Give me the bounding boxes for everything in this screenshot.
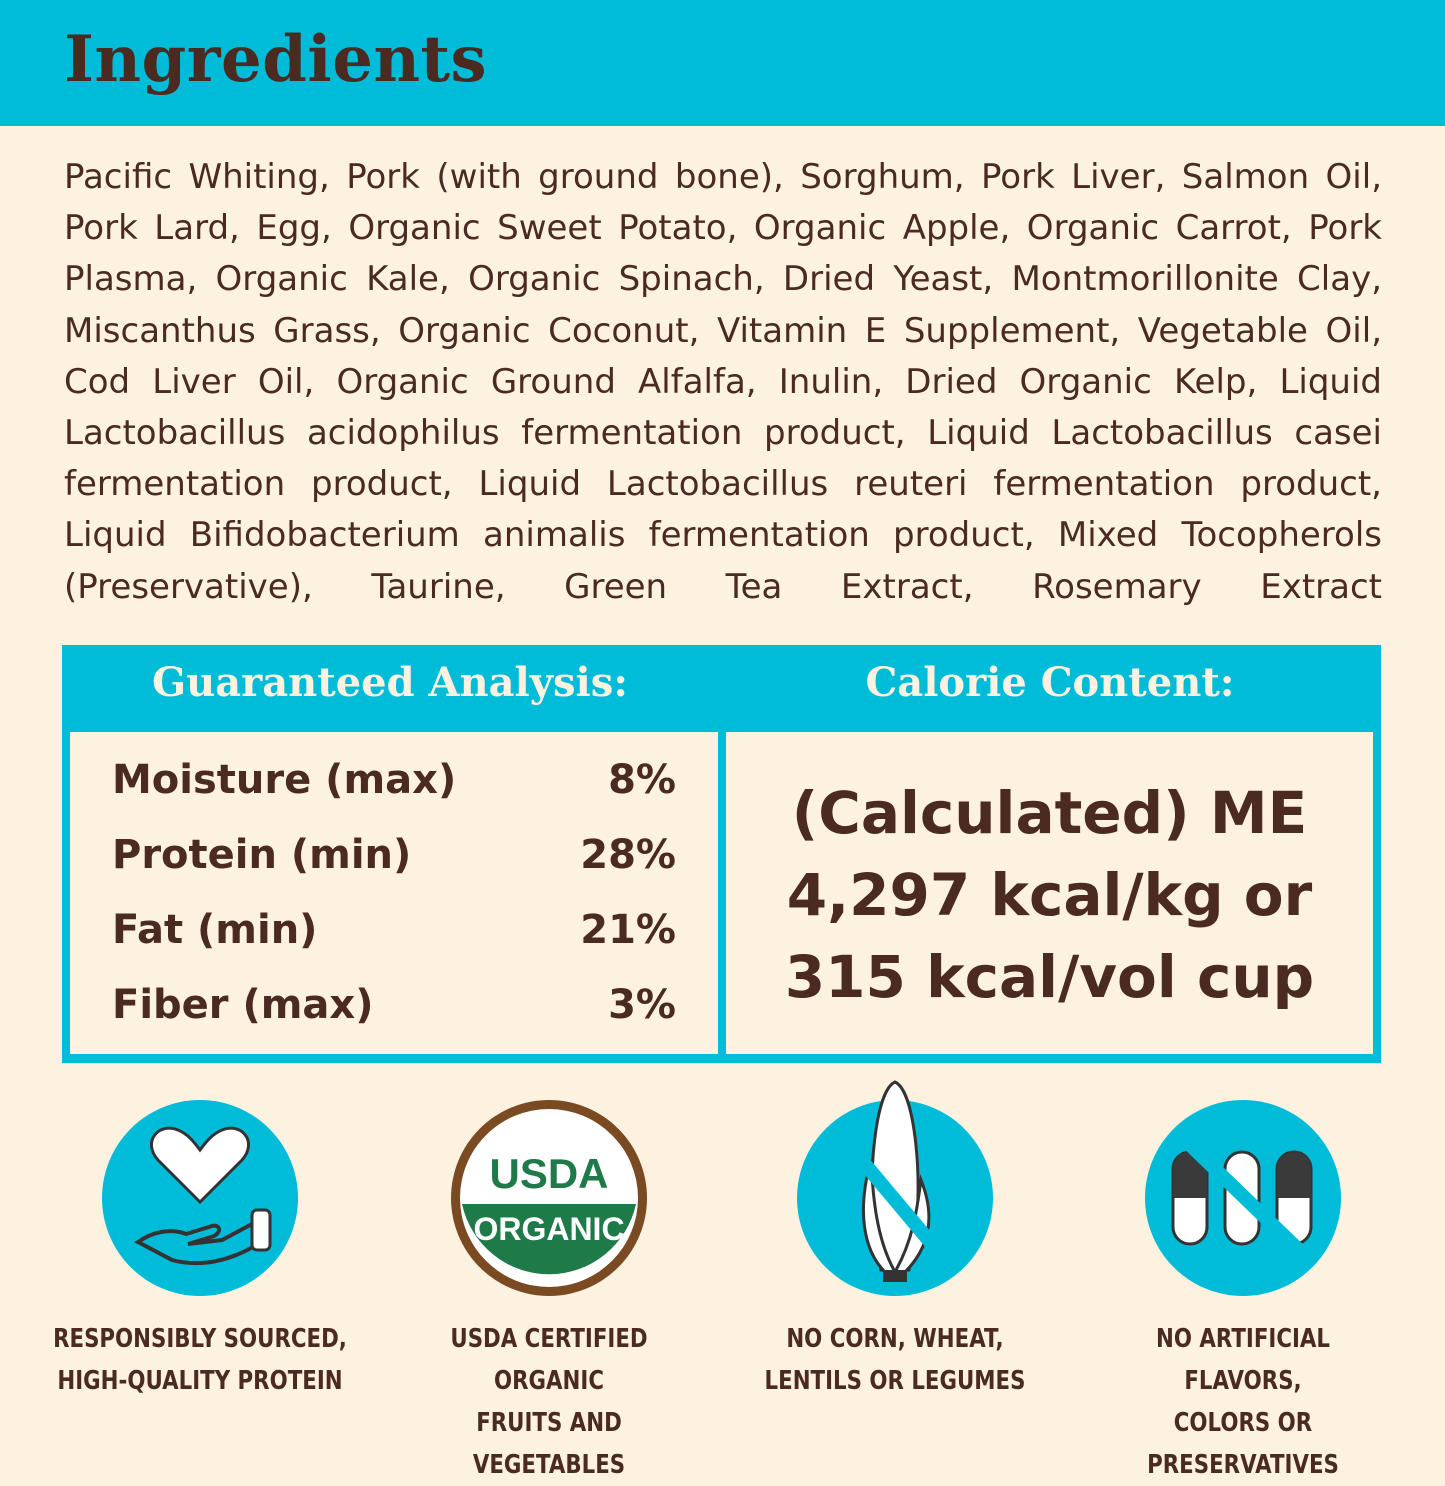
page-title: Ingredients xyxy=(64,22,488,97)
caption-line: RESPONSIBLY SOURCED, xyxy=(53,1324,347,1354)
usda-organic-seal: USDA ORGANIC xyxy=(451,1100,647,1296)
analysis-row: Protein (min) 28% xyxy=(112,832,676,878)
calorie-line: (Calculated) ME xyxy=(791,779,1308,847)
calorie-line: 4,297 kcal/kg or xyxy=(786,861,1313,929)
header-bar: Ingredients xyxy=(0,0,1445,126)
badge-caption: NO ARTIFICIAL FLAVORS, COLORS OR PRESERVA… xyxy=(1095,1318,1390,1486)
analysis-value: 3% xyxy=(608,982,676,1028)
analysis-row: Fat (min) 21% xyxy=(112,907,676,953)
badge-caption: RESPONSIBLY SOURCED, HIGH-QUALITY PROTEIN xyxy=(52,1318,347,1402)
badge-caption: USDA CERTIFIED ORGANIC FRUITS AND VEGETAB… xyxy=(401,1318,696,1486)
analysis-value: 28% xyxy=(580,832,676,878)
calorie-line: 315 kcal/vol cup xyxy=(784,943,1315,1011)
caption-line: NO ARTIFICIAL FLAVORS, xyxy=(1156,1324,1330,1396)
caption-line: HIGH-QUALITY PROTEIN xyxy=(57,1366,343,1396)
caption-line: FRUITS AND VEGETABLES xyxy=(472,1408,626,1480)
analysis-label: Fat (min) xyxy=(112,907,318,953)
badge-caption: NO CORN, WHEAT, LENTILS OR LEGUMES xyxy=(747,1318,1042,1402)
caption-line: USDA CERTIFIED ORGANIC xyxy=(450,1324,648,1396)
analysis-row: Moisture (max) 8% xyxy=(112,757,676,803)
calorie-content-title: Calorie Content: xyxy=(865,659,1235,706)
calorie-text: (Calculated) ME 4,297 kcal/kg or 315 kca… xyxy=(726,772,1373,1018)
no-capsules-icon xyxy=(1145,1100,1341,1296)
guaranteed-analysis-panel: Moisture (max) 8% Protein (min) 28% Fat (m… xyxy=(70,732,718,1054)
caption-line: COLORS OR PRESERVATIVES xyxy=(1147,1408,1339,1480)
analysis-value: 8% xyxy=(608,757,676,803)
calorie-panel: (Calculated) ME 4,297 kcal/kg or 315 kca… xyxy=(726,732,1373,1054)
analysis-label: Protein (min) xyxy=(112,832,412,878)
analysis-value: 21% xyxy=(580,907,676,953)
guaranteed-analysis-title: Guaranteed Analysis: xyxy=(152,659,628,706)
ingredients-list: Pacific Whiting, Pork (with ground bone)… xyxy=(64,157,1382,607)
caption-line: LENTILS OR LEGUMES xyxy=(764,1366,1026,1396)
analysis-label: Fiber (max) xyxy=(112,982,374,1028)
analysis-label: Moisture (max) xyxy=(112,757,457,803)
seal-text-usda: USDA xyxy=(489,1150,608,1197)
caption-line: NO CORN, WHEAT, xyxy=(786,1324,1004,1354)
seal-text-organic: ORGANIC xyxy=(473,1211,624,1247)
analysis-row: Fiber (max) 3% xyxy=(112,982,676,1028)
nutrition-box: Guaranteed Analysis: Calorie Content: Mo… xyxy=(62,645,1381,1063)
heart-hand-icon xyxy=(102,1100,298,1296)
no-corn-icon xyxy=(797,1080,993,1296)
